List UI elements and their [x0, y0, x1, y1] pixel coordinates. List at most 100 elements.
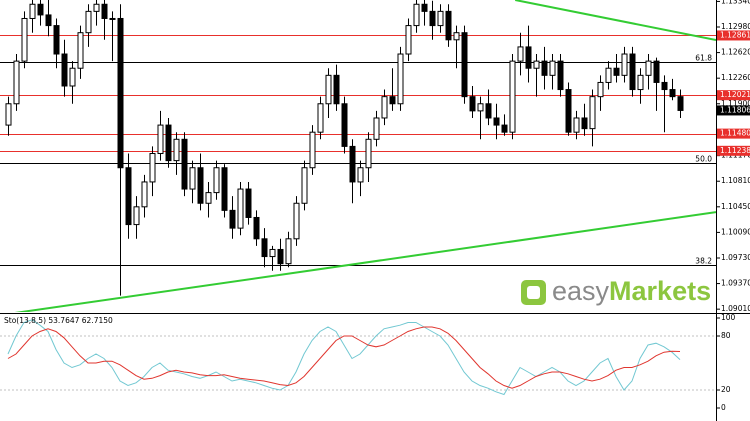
y-tick-label: 1.12260 [721, 73, 750, 82]
candle-body [605, 67, 612, 83]
candle-body [549, 60, 556, 76]
fib-level-label: 38.2 [695, 257, 712, 266]
candle-body [477, 103, 484, 112]
candle-body [101, 3, 108, 19]
candle-body [221, 167, 228, 211]
level-label-bg [717, 90, 750, 101]
candle-body [173, 138, 180, 162]
candle-body [677, 96, 684, 111]
oscillator-panel [0, 319, 716, 396]
candle-body [309, 131, 316, 169]
oscillator-title: Sto(13,8,5) 53.7647 62.7150 [4, 316, 113, 325]
candle-body [557, 60, 564, 91]
y-tick-label: 1.13340 [721, 0, 750, 5]
candle-body [461, 32, 468, 98]
candle-body [117, 17, 124, 169]
candle-body [253, 216, 260, 240]
candle-body [189, 167, 196, 190]
candle-body [381, 96, 388, 119]
candle-body [333, 74, 340, 105]
candle-body [85, 10, 92, 34]
candle-body [429, 10, 436, 27]
level-label-bg [717, 30, 750, 41]
candle-body [77, 32, 84, 69]
y-tick-label: 1.10450 [721, 202, 750, 211]
candle-body [661, 81, 668, 91]
candle-body [133, 206, 140, 226]
candle-body [197, 167, 204, 204]
level-label-bg [717, 128, 750, 139]
candle-body [413, 3, 420, 27]
y-tick-label: 1.12980 [721, 22, 750, 31]
candle-body [261, 238, 268, 258]
candle-body [645, 60, 652, 76]
candle-body [573, 117, 580, 133]
y-tick-label: 1.09730 [721, 253, 750, 262]
candle-body [373, 117, 380, 140]
candle-body [637, 74, 644, 91]
candle-body [613, 67, 620, 76]
candle-body [581, 117, 588, 130]
watermark: easyMarkets [552, 276, 711, 306]
candle-body [485, 103, 492, 119]
candle-body [453, 32, 460, 41]
y-tick-label: 100 [721, 313, 736, 322]
candle-body [317, 103, 324, 133]
watermark-icon-inner [527, 286, 540, 299]
oscillator-line [7, 319, 681, 396]
candle-body [357, 167, 364, 183]
candle-body [437, 10, 444, 27]
candle-body [157, 124, 164, 155]
candle-body [213, 167, 220, 194]
candle-body [589, 96, 596, 130]
level-label: 1.12021 [720, 90, 750, 99]
candle-body [653, 60, 660, 83]
y-tick-label: 20 [721, 385, 731, 394]
current-price-label: 1.11806 [720, 105, 750, 114]
candle-body [421, 3, 428, 12]
candle-body [93, 3, 100, 12]
y-tick-label: 1.09370 [721, 279, 750, 288]
candle-body [61, 53, 68, 87]
level-label-bg [717, 145, 750, 156]
candle-body [469, 96, 476, 112]
level-label: 1.12861 [720, 30, 750, 39]
candle-body [269, 248, 276, 258]
current-price-bg [717, 105, 750, 116]
candle-body [525, 46, 532, 69]
candle-body [293, 202, 300, 240]
candle-body [125, 167, 132, 226]
candle-body [597, 81, 604, 98]
candle-body [5, 103, 12, 126]
candle-body [397, 53, 404, 105]
candle-body [541, 60, 548, 76]
y-tick-label: 1.12620 [721, 48, 750, 57]
candle-body [669, 89, 676, 98]
candle-body [109, 17, 116, 20]
candle-body [229, 209, 236, 229]
level-label: 1.11238 [720, 146, 750, 155]
candle-body [349, 145, 356, 183]
candle-body [53, 25, 60, 55]
candle-body [149, 153, 156, 183]
candle-body [237, 188, 244, 229]
oscillator-line [7, 326, 681, 389]
price-axis: 1.133401.129801.126201.122601.119001.111… [716, 0, 750, 412]
candle-body [517, 46, 524, 62]
candle-body [629, 53, 636, 91]
candle-body [621, 53, 628, 76]
candle-body [285, 238, 292, 265]
candle-body [165, 124, 172, 162]
watermark-part: easy [552, 276, 610, 306]
candle-body [29, 3, 36, 19]
candle-body [301, 167, 308, 204]
candle-body [493, 117, 500, 126]
fib-level-label: 50.0 [695, 155, 712, 164]
candle-body [37, 3, 44, 16]
candle-body [21, 17, 28, 62]
y-tick-label: 80 [721, 331, 731, 340]
y-tick-label: 1.10810 [721, 176, 750, 185]
candle-body [533, 60, 540, 69]
